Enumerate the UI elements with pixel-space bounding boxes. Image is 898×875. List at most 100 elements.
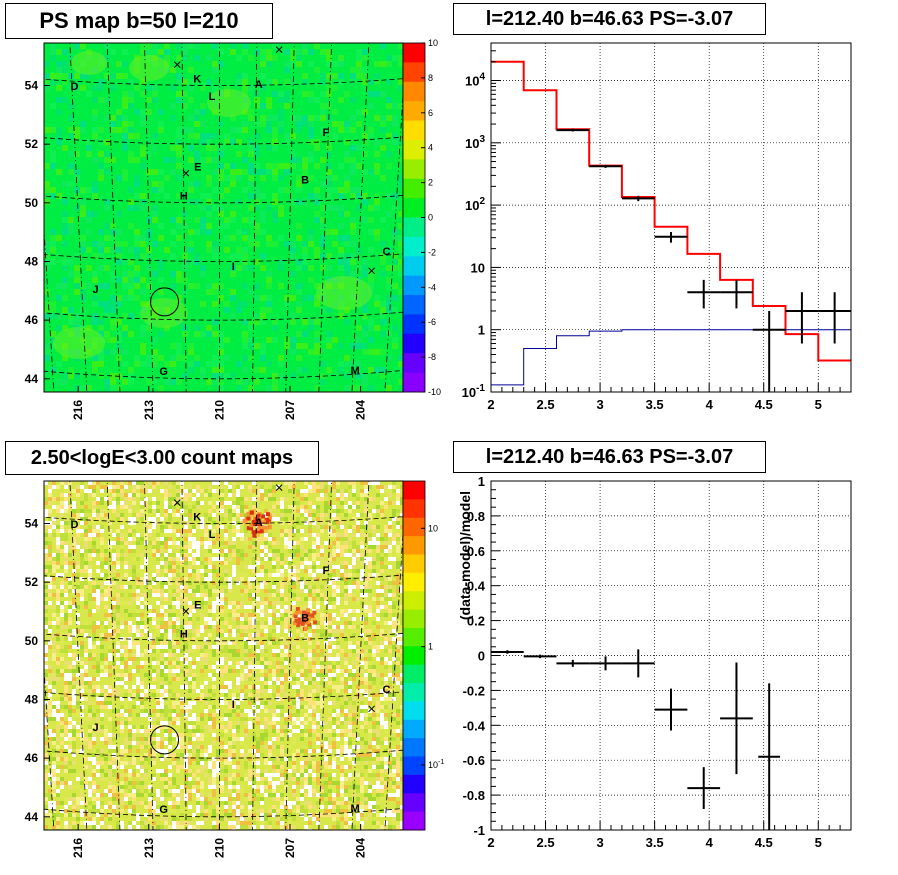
map-pixel — [76, 613, 80, 617]
map-pixel — [152, 581, 156, 585]
map-pixel — [352, 673, 356, 677]
map-pixel — [240, 689, 244, 693]
map-pixel — [120, 713, 124, 717]
map-pixel — [328, 517, 332, 521]
map-pixel — [152, 701, 156, 705]
map-pixel — [392, 637, 396, 641]
map-pixel — [328, 573, 332, 577]
map-pixel — [112, 625, 116, 629]
map-pixel — [168, 717, 172, 721]
map-pixel — [100, 553, 104, 557]
map-pixel — [208, 677, 212, 681]
map-pixel — [292, 529, 296, 533]
map-pixel — [380, 713, 384, 717]
map-pixel — [392, 537, 396, 541]
map-pixel — [348, 553, 352, 557]
map-pixel — [272, 127, 278, 133]
map-pixel — [120, 681, 124, 685]
map-pixel — [160, 657, 164, 661]
map-pixel — [380, 689, 384, 693]
map-pixel — [64, 601, 68, 605]
map-pixel — [52, 533, 56, 537]
map-pixel — [340, 537, 344, 541]
map-pixel — [84, 585, 88, 589]
map-pixel — [176, 605, 180, 609]
map-pixel — [218, 163, 224, 169]
map-pixel — [340, 693, 344, 697]
map-pixel — [248, 193, 254, 199]
map-pixel — [244, 525, 248, 529]
map-pixel — [112, 697, 116, 701]
map-pixel — [108, 585, 112, 589]
map-pixel — [344, 553, 348, 557]
map-pixel — [320, 665, 324, 669]
map-pixel — [260, 349, 266, 355]
map-pixel — [120, 625, 124, 629]
map-pixel — [212, 505, 216, 509]
map-pixel — [132, 633, 136, 637]
map-pixel — [252, 641, 256, 645]
map-pixel — [352, 709, 356, 713]
map-pixel — [352, 585, 356, 589]
map-pixel — [56, 601, 60, 605]
map-pixel — [236, 553, 240, 557]
map-pixel — [344, 565, 348, 569]
map-pixel — [242, 229, 248, 235]
map-pixel — [396, 565, 400, 569]
map-pixel — [68, 163, 74, 169]
map-pixel — [192, 553, 196, 557]
map-pixel — [300, 677, 304, 681]
map-pixel — [236, 253, 242, 259]
map-pixel — [278, 361, 284, 367]
map-pixel — [332, 605, 336, 609]
map-pixel — [396, 533, 400, 537]
map-pixel — [144, 501, 148, 505]
map-pixel — [104, 97, 110, 103]
map-pixel — [92, 657, 96, 661]
map-pixel — [336, 657, 340, 661]
map-pixel — [116, 489, 120, 493]
map-pixel — [344, 157, 350, 163]
map-pixel — [248, 625, 252, 629]
map-pixel — [92, 271, 98, 277]
map-pixel — [80, 557, 84, 561]
map-pixel — [220, 661, 224, 665]
map-pixel — [368, 319, 374, 325]
map-pixel — [132, 493, 136, 497]
map-pixel — [80, 247, 86, 253]
map-pixel — [242, 331, 248, 337]
map-pixel — [248, 151, 254, 157]
map-pixel — [104, 349, 110, 355]
map-pixel — [368, 649, 372, 653]
map-pixel — [84, 493, 88, 497]
map-pixel — [68, 677, 72, 681]
map-pixel — [248, 653, 252, 657]
map-pixel — [332, 577, 336, 581]
map-pixel — [400, 577, 403, 581]
map-pixel — [156, 701, 160, 705]
map-pixel — [50, 307, 56, 313]
map-pixel — [152, 91, 158, 97]
map-pixel — [308, 229, 314, 235]
map-pixel — [56, 235, 62, 241]
map-pixel — [224, 485, 228, 489]
map-pixel — [80, 681, 84, 685]
map-pixel — [220, 677, 224, 681]
map-pixel — [248, 139, 254, 145]
map-pixel — [220, 489, 224, 493]
map-pixel — [92, 601, 96, 605]
colorbar-tick-label: 10 — [428, 38, 438, 48]
map-pixel — [272, 163, 278, 169]
map-pixel — [68, 717, 72, 721]
map-pixel — [48, 553, 52, 557]
map-pixel — [228, 625, 232, 629]
map-pixel — [308, 601, 312, 605]
map-pixel — [136, 649, 140, 653]
map-pixel — [340, 685, 344, 689]
map-pixel — [220, 629, 224, 633]
map-pixel — [52, 677, 56, 681]
map-pixel — [100, 693, 104, 697]
map-pixel — [152, 211, 158, 217]
map-pixel — [62, 265, 68, 271]
map-pixel — [284, 91, 290, 97]
